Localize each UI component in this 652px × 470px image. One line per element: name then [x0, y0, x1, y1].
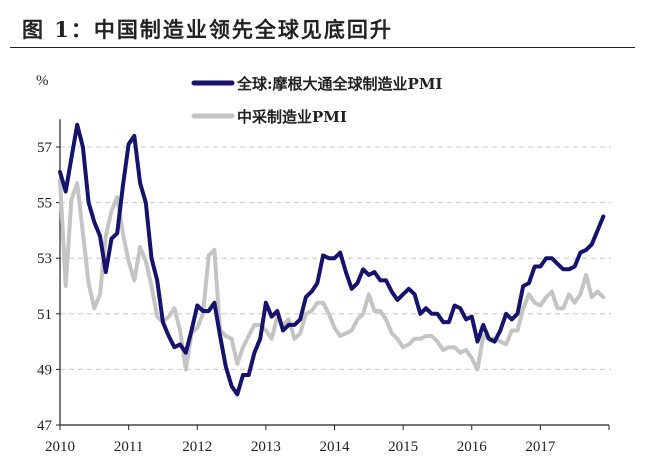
series-line — [58, 178, 606, 372]
y-tick-label: 47 — [37, 418, 53, 434]
x-tick-label: 2013 — [251, 439, 281, 455]
y-tick-label: 55 — [37, 196, 52, 212]
x-tick-label: 2016 — [457, 439, 488, 455]
legend-label: 全球:摩根大通全球制造业PMI — [236, 75, 442, 93]
title-divider — [10, 47, 635, 48]
x-tick-label: 2011 — [114, 439, 143, 455]
y-tick-label: 49 — [37, 362, 52, 378]
x-tick-label: 2017 — [525, 439, 556, 455]
x-tick-label: 2015 — [388, 439, 418, 455]
chart-title: 图 1：中国制造业领先全球见底回升 — [22, 17, 393, 42]
y-tick-label: 57 — [37, 140, 53, 156]
y-axis-unit-label: % — [36, 73, 49, 89]
x-tick-label: 2010 — [45, 439, 75, 455]
y-tick-label: 53 — [37, 251, 52, 267]
x-tick-label: 2014 — [320, 439, 351, 455]
y-tick-label: 51 — [37, 307, 52, 323]
series-line — [58, 122, 606, 397]
x-tick-label: 2012 — [182, 439, 212, 455]
legend-label: 中采制造业PMI — [237, 108, 347, 126]
